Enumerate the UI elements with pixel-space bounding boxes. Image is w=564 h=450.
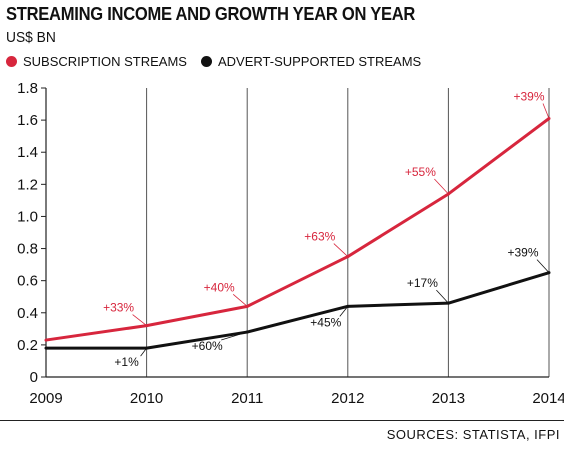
data-label: +39% — [507, 246, 538, 260]
data-label: +33% — [103, 301, 134, 315]
data-label: +40% — [204, 280, 235, 294]
data-label: +39% — [513, 90, 544, 104]
data-label-leader — [333, 243, 349, 257]
line-chart: 0 0.2 0.4 0.6 0.8 1.0 1.2 1.4 1.6 1.8 2009 2010 2011… — [17, 80, 564, 407]
legend-label-advert: ADVERT-SUPPORTED STREAMS — [217, 54, 422, 69]
x-tick-label: 2012 — [331, 390, 364, 407]
x-tick-label: 2013 — [432, 390, 465, 407]
data-label-leader — [436, 289, 449, 304]
y-tick-label: 0.4 — [17, 305, 38, 322]
x-tick-label: 2010 — [130, 390, 163, 407]
data-label: +55% — [405, 165, 436, 179]
data-label-leader — [434, 178, 449, 195]
y-tick-label: 1.6 — [17, 112, 38, 129]
series-line-subscription — [45, 117, 550, 342]
y-tick-label: 1.0 — [17, 208, 38, 225]
y-tick-label: 0.2 — [17, 337, 38, 354]
data-label-leader — [140, 347, 147, 357]
data-label: +60% — [192, 339, 223, 353]
data-point — [44, 338, 48, 342]
sources-note: SOURCES: STATISTA, IFPI — [386, 427, 560, 442]
data-label-leader — [221, 331, 248, 341]
x-tick-label: 2009 — [29, 390, 62, 407]
legend: SUBSCRIPTION STREAMS ADVERT-SUPPORTED ST… — [6, 54, 435, 69]
legend-item-subscription: SUBSCRIPTION STREAMS — [6, 54, 187, 69]
data-label: +17% — [407, 276, 438, 290]
y-tick-label: 1.4 — [17, 144, 38, 161]
data-label: +45% — [310, 315, 341, 329]
y-tick-label: 1.2 — [17, 176, 38, 193]
series-line-advert — [46, 271, 550, 350]
x-tick-label: 2011 — [231, 390, 263, 407]
y-tick-label: 1.8 — [17, 80, 38, 97]
data-label-leader — [536, 259, 550, 273]
data-label-leader — [232, 294, 248, 307]
legend-label-subscription: SUBSCRIPTION STREAMS — [23, 54, 187, 69]
chart-title: STREAMING INCOME AND GROWTH YEAR ON YEAR — [6, 4, 416, 24]
y-tick-label: 0 — [30, 369, 38, 386]
footer-rule-top — [0, 420, 564, 421]
data-label: +1% — [114, 355, 139, 369]
data-point — [44, 346, 48, 350]
y-tick-label: 0.8 — [17, 241, 38, 258]
x-tick-label: 2014 — [532, 390, 564, 407]
data-label-leader — [542, 103, 550, 119]
data-label: +63% — [304, 230, 335, 244]
legend-item-advert: ADVERT-SUPPORTED STREAMS — [200, 54, 422, 69]
legend-dot-subscription — [6, 56, 17, 67]
data-label-leader — [132, 314, 147, 326]
y-tick-label: 0.6 — [17, 273, 38, 290]
chart-subtitle: US$ BN — [6, 29, 56, 46]
legend-dot-advert — [200, 56, 212, 67]
data-label-leader — [339, 306, 349, 317]
